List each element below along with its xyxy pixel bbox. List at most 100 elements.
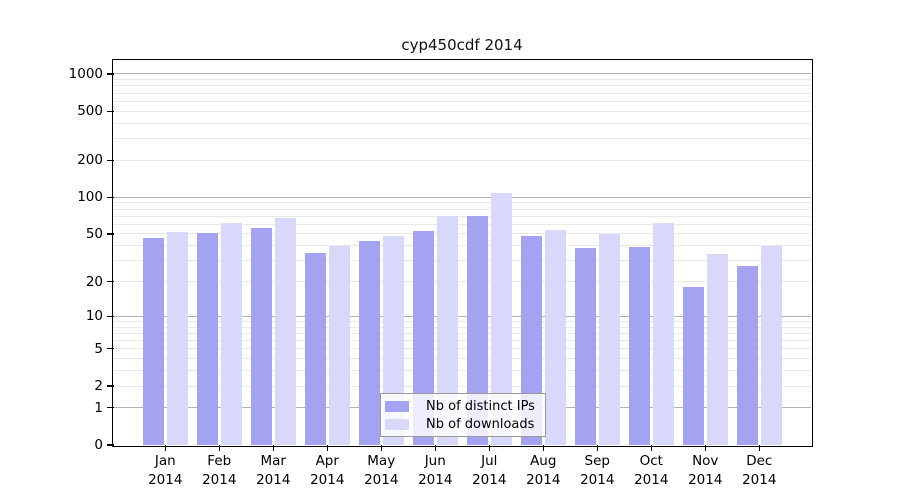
x-label-year-jan: 2014 [148,472,183,488]
y-tick-label-1000: 1000 [68,65,103,82]
legend-item-distinct-ips: Nb of distinct IPs [385,399,545,414]
y-tick-2 [106,385,114,387]
x-tick-apr [326,445,328,451]
gridline-minor-500 [113,110,811,112]
gridline-minor-700 [113,92,811,94]
x-label-year-jun: 2014 [418,472,453,488]
bar-sep-distinct-ips [574,248,596,445]
x-label-oct: Oct 2014 [615,452,687,490]
y-tick-5 [106,348,114,350]
x-label-year-sep: 2014 [580,472,615,488]
y-tick-label-200: 200 [77,152,103,169]
gridline-minor-80 [113,208,811,210]
x-tick-nov [704,445,706,451]
x-label-jun: Jun 2014 [399,452,471,490]
plot-area [111,58,813,447]
bar-jan-distinct-ips [142,238,164,445]
x-label-year-oct: 2014 [634,472,669,488]
x-label-may: May 2014 [345,452,417,490]
x-tick-feb [218,445,220,451]
bar-apr-distinct-ips [304,252,326,445]
bar-apr-downloads [328,245,350,445]
x-tick-dec [758,445,760,451]
gridline-minor-800 [113,85,811,87]
y-tick-label-50: 50 [85,225,103,242]
x-label-month-jun: Jun [424,453,446,469]
legend-swatch-downloads-icon [385,418,409,430]
bar-mar-distinct-ips [250,227,272,445]
gridline-minor-50 [113,233,811,235]
x-label-month-aug: Aug [530,453,557,469]
y-tick-label-100: 100 [77,189,103,206]
x-label-year-nov: 2014 [688,472,723,488]
y-tick-label-1: 1 [94,399,103,416]
gridline-minor-20 [113,281,811,282]
y-tick-50 [106,233,114,235]
x-label-apr: Apr 2014 [291,452,363,490]
gridline-minor-400 [113,122,811,124]
y-tick-label-0: 0 [94,437,103,453]
x-label-year-dec: 2014 [742,472,777,488]
bar-nov-distinct-ips [682,286,704,445]
x-label-year-feb: 2014 [202,472,237,488]
x-label-month-oct: Oct [639,453,663,469]
y-tick-100 [106,196,114,198]
x-label-year-mar: 2014 [256,472,291,488]
x-label-aug: Aug 2014 [507,452,579,490]
x-tick-sep [596,445,598,451]
gridline-minor-6 [113,340,811,341]
y-tick-label-5: 5 [94,340,103,357]
bar-jun-downloads [436,216,458,445]
x-label-jul: Jul 2014 [453,452,525,490]
x-label-sep: Sep 2014 [561,452,633,490]
x-tick-jul [488,445,490,451]
x-tick-jan [164,445,166,451]
y-tick-200 [106,159,114,161]
bar-mar-downloads [274,217,296,445]
gridline-minor-300 [113,138,811,140]
bar-dec-downloads [760,245,782,445]
y-tick-label-10: 10 [85,308,103,325]
bar-oct-downloads [652,222,674,445]
bar-jul-downloads [490,193,512,445]
bar-dec-distinct-ips [736,266,758,445]
x-label-month-mar: Mar [260,453,286,469]
gridline-major-10 [113,315,811,317]
gridline-minor-90 [113,202,811,204]
gridline-minor-4 [113,358,811,360]
gridline-minor-600 [113,100,811,102]
bar-feb-distinct-ips [196,232,218,445]
y-tick-0 [106,444,114,446]
gridline-minor-3 [113,370,811,372]
y-tick-label-500: 500 [77,103,103,120]
gridline-minor-2 [113,385,811,387]
x-label-year-aug: 2014 [526,472,561,488]
x-label-feb: Feb 2014 [183,452,255,490]
bar-jun-distinct-ips [412,230,434,445]
gridline-minor-30 [113,260,811,262]
gridline-minor-200 [113,159,811,161]
x-label-mar: Mar 2014 [237,452,309,490]
y-tick-500 [106,110,114,112]
x-label-month-sep: Sep [584,453,610,469]
x-tick-mar [272,445,274,451]
bar-aug-distinct-ips [520,236,542,445]
legend-swatch-distinct-ips-icon [385,400,409,412]
x-label-month-jul: Jul [481,453,498,469]
gridline-minor-900 [113,79,811,81]
gridline-minor-60 [113,223,811,225]
y-tick-label-20: 20 [85,273,103,290]
x-tick-oct [650,445,652,451]
bar-nov-downloads [706,254,728,445]
x-label-year-jul: 2014 [472,472,507,488]
bar-may-distinct-ips [358,240,380,445]
bar-jan-downloads [166,231,188,445]
x-label-year-apr: 2014 [310,472,345,488]
bar-feb-downloads [220,223,242,445]
bar-may-downloads [382,236,404,445]
gridline-minor-5 [113,348,811,350]
gridline-minor-40 [113,245,811,247]
bar-aug-downloads [544,229,566,445]
gridline-minor-9 [113,320,811,322]
